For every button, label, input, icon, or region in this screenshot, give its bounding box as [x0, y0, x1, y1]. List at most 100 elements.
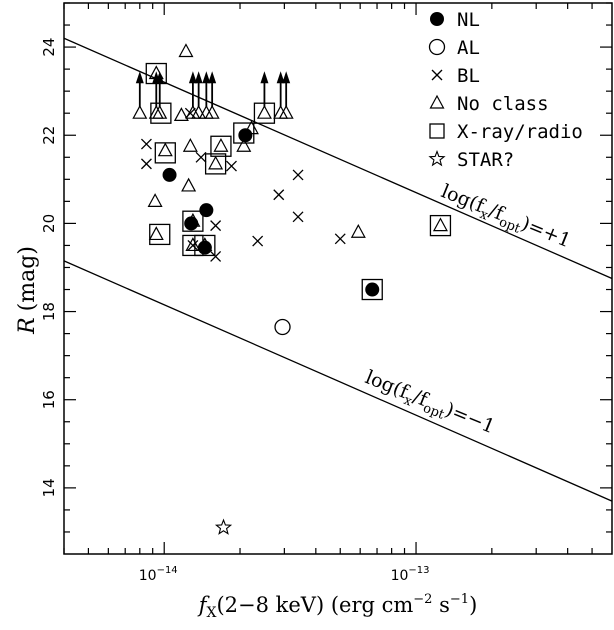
y-tick-labels: 14 16 18 20 22 24: [40, 38, 58, 498]
point-bl: [292, 169, 304, 181]
legend-label: AL: [457, 37, 480, 59]
y-tick-label: 14: [40, 478, 58, 497]
square-marker: [361, 278, 383, 301]
triangle-marker: [197, 237, 213, 252]
triangle-marker: [256, 104, 272, 119]
point-nl: [365, 282, 380, 297]
point-x-ray-radio: [150, 102, 172, 124]
point-no-class: [157, 142, 173, 157]
point-no-class: [350, 223, 366, 238]
point-no-class: [152, 104, 168, 119]
triangle-marker: [147, 193, 163, 207]
square-marker: [182, 234, 204, 257]
y-tick-label: 22: [40, 126, 58, 145]
legend-marker: [431, 69, 443, 81]
point-star-: [214, 518, 233, 535]
point-no-class: [181, 177, 197, 192]
point-no-class: [213, 138, 229, 152]
legend-label: No class: [457, 93, 549, 115]
point-bl: [210, 220, 222, 232]
point-bl: [187, 239, 199, 251]
point-al: [274, 318, 291, 336]
point-x-ray-radio: [233, 122, 255, 144]
point-x-ray-radio: [145, 62, 167, 85]
legend-label: BL: [457, 65, 480, 87]
x-tick-label: 10−14: [139, 565, 178, 584]
cross-stroke: [226, 160, 237, 172]
point-no-class: [204, 104, 220, 119]
filled-circle-marker: [365, 282, 380, 297]
cross-stroke: [252, 235, 264, 247]
point-no-class: [185, 212, 201, 227]
upper-limit-arrow: [194, 71, 203, 108]
legend-marker: [429, 123, 445, 139]
point-bl: [252, 235, 264, 247]
point-bl: [195, 151, 207, 163]
point-bl: [140, 138, 152, 150]
line-label-minus1: log(fx/fopt)=−1: [361, 366, 498, 442]
point-bl: [226, 160, 237, 172]
arrow-head: [155, 71, 164, 84]
y-axis-label: R(mag): [15, 246, 40, 335]
cross-stroke: [210, 251, 222, 262]
cross-stroke: [195, 151, 207, 163]
point-no-class: [132, 104, 148, 119]
arrow-head: [208, 71, 217, 84]
point-no-class: [432, 217, 448, 232]
cross-stroke: [292, 169, 304, 181]
upper-limit-arrow: [202, 71, 211, 108]
point-nl: [162, 167, 177, 182]
filled-circle-marker: [238, 128, 253, 143]
cross-stroke: [334, 233, 346, 245]
upper-limit-arrow: [282, 71, 291, 108]
legend-label: NL: [457, 9, 480, 31]
square-marker: [204, 153, 227, 175]
legend-label: STAR?: [457, 149, 514, 171]
point-bl: [292, 211, 304, 223]
axis-ticks: [63, 2, 612, 554]
plot-frame: [63, 2, 613, 555]
cross-stroke: [273, 189, 285, 201]
upper-limit-arrow: [260, 71, 269, 108]
upper-limit-arrow: [276, 71, 285, 108]
arrow-head: [282, 71, 291, 84]
legend-marker: [428, 38, 446, 56]
legend-entry: No class: [429, 93, 549, 115]
square-marker: [150, 102, 172, 124]
point-no-class: [178, 43, 194, 58]
x-tick-label: 10−13: [391, 565, 430, 584]
filled-circle-marker: [184, 216, 199, 231]
triangle-marker: [132, 104, 148, 119]
cross-stroke: [292, 211, 304, 223]
point-no-class: [278, 104, 294, 119]
triangle-marker: [243, 120, 259, 135]
point-no-class: [182, 138, 198, 152]
point-bl: [140, 158, 152, 170]
point-no-class: [256, 104, 272, 119]
point-no-class: [147, 193, 163, 207]
point-x-ray-radio: [210, 135, 232, 157]
legend-entry: BL: [431, 65, 480, 87]
legend-entry: X-ray/radio: [429, 121, 583, 143]
y-tick-label: 24: [40, 38, 58, 57]
upper-limit-arrow: [188, 71, 197, 108]
star-marker: [214, 518, 233, 535]
arrow-head: [194, 71, 203, 84]
arrow-head: [202, 71, 211, 84]
triangle-marker: [181, 177, 197, 192]
square-marker: [145, 62, 167, 85]
triangle-marker: [429, 94, 445, 109]
legend-marker: [428, 149, 446, 167]
point-no-class: [148, 65, 164, 80]
upper-limit-arrow: [135, 71, 144, 108]
upper-limit-arrow: [208, 71, 217, 108]
square-marker: [194, 234, 216, 257]
filled-circle-marker: [162, 167, 177, 182]
y-tick-label: 16: [40, 390, 58, 409]
triangle-marker: [191, 104, 207, 119]
point-x-ray-radio: [182, 234, 204, 257]
cross-stroke: [210, 220, 222, 232]
open-circle-marker: [274, 318, 291, 336]
square-marker: [233, 122, 255, 144]
